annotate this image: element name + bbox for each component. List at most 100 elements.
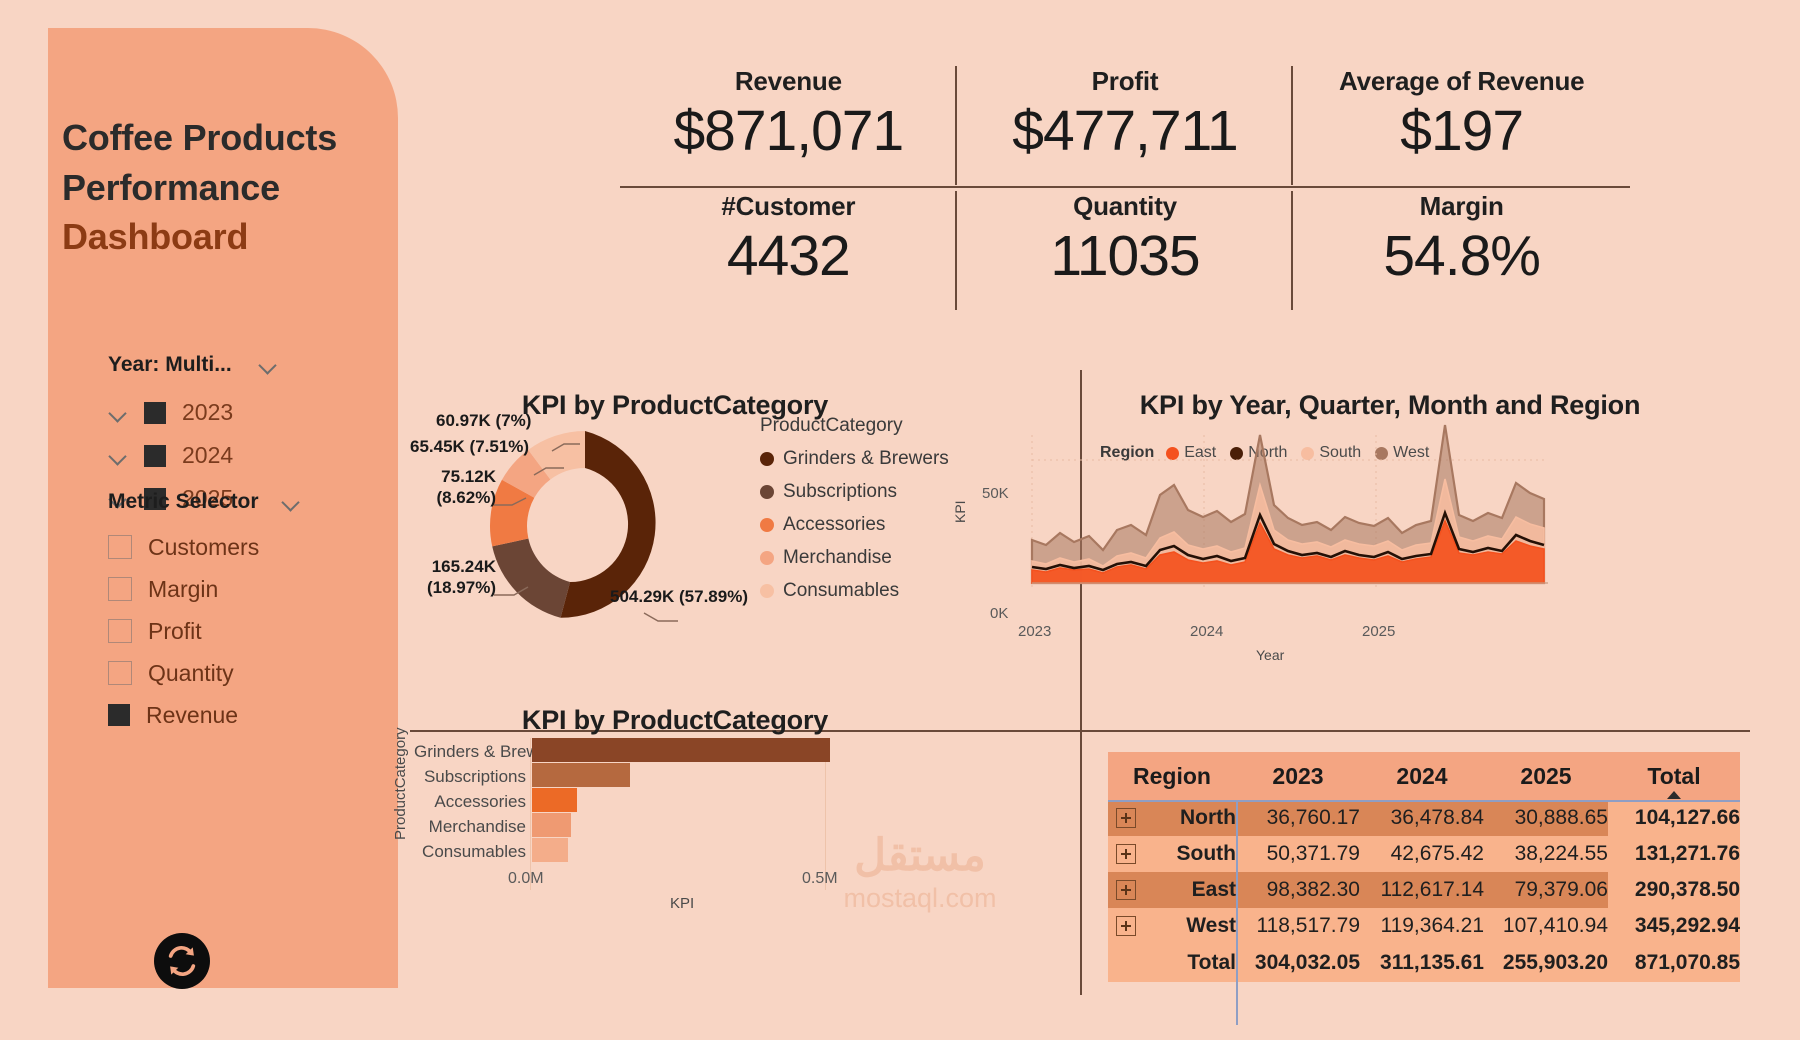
kpi-value: 4432 (726, 224, 851, 288)
metric-item-profit[interactable]: Profit (108, 610, 398, 652)
legend-label: Subscriptions (783, 481, 898, 502)
checkbox-checked[interactable] (144, 487, 166, 510)
legend-color-swatch (760, 551, 774, 565)
legend-color-swatch (1230, 446, 1244, 460)
bar-accessories[interactable] (532, 788, 577, 812)
legend-color-swatch (1166, 446, 1180, 460)
chevron-down-icon[interactable] (108, 446, 128, 466)
kpi-card-revenue[interactable]: Revenue $871,071 (620, 62, 957, 187)
checkbox-unchecked[interactable] (108, 661, 132, 685)
table-row[interactable]: East 98,382.30 112,617.14 79,379.06 290,… (1108, 872, 1740, 908)
donut-slice-subscriptions[interactable] (492, 538, 571, 618)
chevron-down-icon[interactable] (258, 355, 278, 375)
kpi-card-margin[interactable]: Margin 54.8% (1293, 187, 1630, 312)
legend-item-consumables[interactable]: Consumables (760, 580, 940, 602)
kpi-card-profit[interactable]: Profit $477,711 (957, 62, 1294, 187)
metric-item-margin[interactable]: Margin (108, 568, 398, 610)
expand-icon[interactable] (1116, 916, 1136, 936)
donut-slice-merchandise[interactable] (501, 449, 551, 498)
matrix-row-header-west[interactable]: West (1108, 908, 1236, 944)
checkbox-checked[interactable] (108, 704, 130, 726)
matrix-col-2025[interactable]: 2025 (1484, 752, 1608, 800)
row-label: West (1186, 914, 1236, 937)
year-slicer-item-2025[interactable]: 2025 (108, 477, 398, 520)
legend-item-grinders-brewers[interactable]: Grinders & Brewers (760, 448, 949, 470)
expand-icon[interactable] (1116, 808, 1136, 828)
checkbox-unchecked[interactable] (108, 619, 132, 643)
metric-selector-header[interactable]: Metric Selector (108, 490, 398, 514)
line-area-chart[interactable]: 50K 0K KPI 2023 2024 2025 Year (952, 375, 1550, 663)
matrix-col-2023[interactable]: 2023 (1236, 752, 1360, 800)
row-label: South (1176, 842, 1236, 865)
year-slicer-item-2024[interactable]: 2024 (108, 434, 398, 477)
matrix-row-header-north[interactable]: North (1108, 800, 1236, 836)
legend-item-east[interactable]: East (1166, 444, 1216, 462)
bar-grinders-brewers[interactable] (532, 738, 830, 762)
checkbox-unchecked[interactable] (108, 577, 132, 601)
table-row[interactable]: North 36,760.17 36,478.84 30,888.65 104,… (1108, 800, 1740, 836)
matrix-col-region[interactable]: Region (1108, 752, 1236, 800)
bar-subscriptions[interactable] (532, 763, 630, 787)
donut-slice-grinders-brewers[interactable] (560, 431, 656, 618)
checkbox-unchecked[interactable] (108, 535, 132, 559)
legend-item-south[interactable]: South (1301, 444, 1361, 462)
metric-item-customers[interactable]: Customers (108, 526, 398, 568)
expand-icon[interactable] (1116, 844, 1136, 864)
bar-y-axis-title: ProductCategory (392, 727, 409, 840)
kpi-card-average-revenue[interactable]: Average of Revenue $197 (1293, 62, 1630, 187)
donut-label-accessories: 75.12K (8.62%) (436, 467, 496, 507)
region-year-matrix[interactable]: Region 2023 2024 2025 Total North (1108, 752, 1740, 1025)
donut-chart-title: KPI by ProductCategory (521, 390, 829, 420)
kpi-value: $477,711 (1012, 99, 1239, 163)
y-axis-title: KPI (952, 500, 968, 523)
refresh-icon (168, 946, 196, 976)
matrix-col-2024[interactable]: 2024 (1360, 752, 1484, 800)
legend-color-swatch (760, 485, 774, 499)
bar-chart[interactable]: ProductCategory Grinders & Brewers Subsc… (392, 690, 940, 990)
refresh-button[interactable] (154, 933, 210, 989)
legend-item-merchandise[interactable]: Merchandise (760, 547, 940, 569)
donut-slice-accessories[interactable] (489, 479, 535, 547)
table-row[interactable]: West 118,517.79 119,364.21 107,410.94 34… (1108, 908, 1740, 944)
matrix-row-header-east[interactable]: East (1108, 872, 1236, 908)
donut-slice-consumables[interactable] (528, 431, 585, 480)
matrix-row-header-south[interactable]: South (1108, 836, 1236, 872)
legend-label: Consumables (783, 580, 900, 601)
donut-chart[interactable]: 60.97K (7%) 65.45K (7.51%) 75.12K (8.62%… (410, 375, 940, 635)
kpi-value: $197 (1400, 99, 1524, 163)
metric-selector-label: Metric Selector (108, 490, 259, 513)
chevron-down-icon[interactable] (281, 492, 301, 512)
chevron-down-icon[interactable] (108, 403, 128, 423)
line-chart-title: KPI by Year, Quarter, Month and Region (1139, 390, 1641, 420)
sort-ascending-icon[interactable] (1667, 791, 1681, 799)
kpi-card-quantity[interactable]: Quantity 11035 (957, 187, 1294, 312)
year-slicer-header[interactable]: Year: Multi... (108, 353, 398, 377)
cell-north-2023: 36,760.17 (1236, 800, 1360, 836)
checkbox-checked[interactable] (144, 401, 166, 424)
legend-label: East (1184, 444, 1217, 461)
divider-vertical-bottom (1080, 735, 1082, 995)
legend-item-accessories[interactable]: Accessories (760, 514, 940, 536)
bar-merchandise[interactable] (532, 813, 571, 837)
total-2024: 311,135.61 (1360, 944, 1484, 982)
metric-selector[interactable]: Metric Selector Customers Margin Profit … (108, 490, 398, 736)
checkbox-checked[interactable] (144, 444, 166, 467)
legend-color-swatch (760, 584, 774, 598)
kpi-card-customer[interactable]: #Customer 4432 (620, 187, 957, 312)
cell-north-2025: 30,888.65 (1484, 800, 1608, 836)
year-slicer[interactable]: Year: Multi... 2023 2024 2025 (108, 353, 398, 520)
bar-consumables[interactable] (532, 838, 568, 862)
legend-item-subscriptions[interactable]: Subscriptions (760, 481, 940, 503)
year-slicer-item-2023[interactable]: 2023 (108, 391, 398, 434)
bar-category-label: Grinders & Brewers (414, 742, 563, 761)
y-tick-0k: 0K (990, 605, 1009, 622)
expand-icon[interactable] (1116, 880, 1136, 900)
legend-item-west[interactable]: West (1375, 444, 1429, 462)
donut-svg (489, 431, 678, 622)
matrix-col-total[interactable]: Total (1608, 752, 1740, 800)
table-row[interactable]: South 50,371.79 42,675.42 38,224.55 131,… (1108, 836, 1740, 872)
metric-item-revenue[interactable]: Revenue (108, 694, 398, 736)
metric-label: Customers (148, 533, 260, 560)
metric-item-quantity[interactable]: Quantity (108, 652, 398, 694)
kpi-row-top: Revenue $871,071 Profit $477,711 Average… (620, 62, 1630, 187)
